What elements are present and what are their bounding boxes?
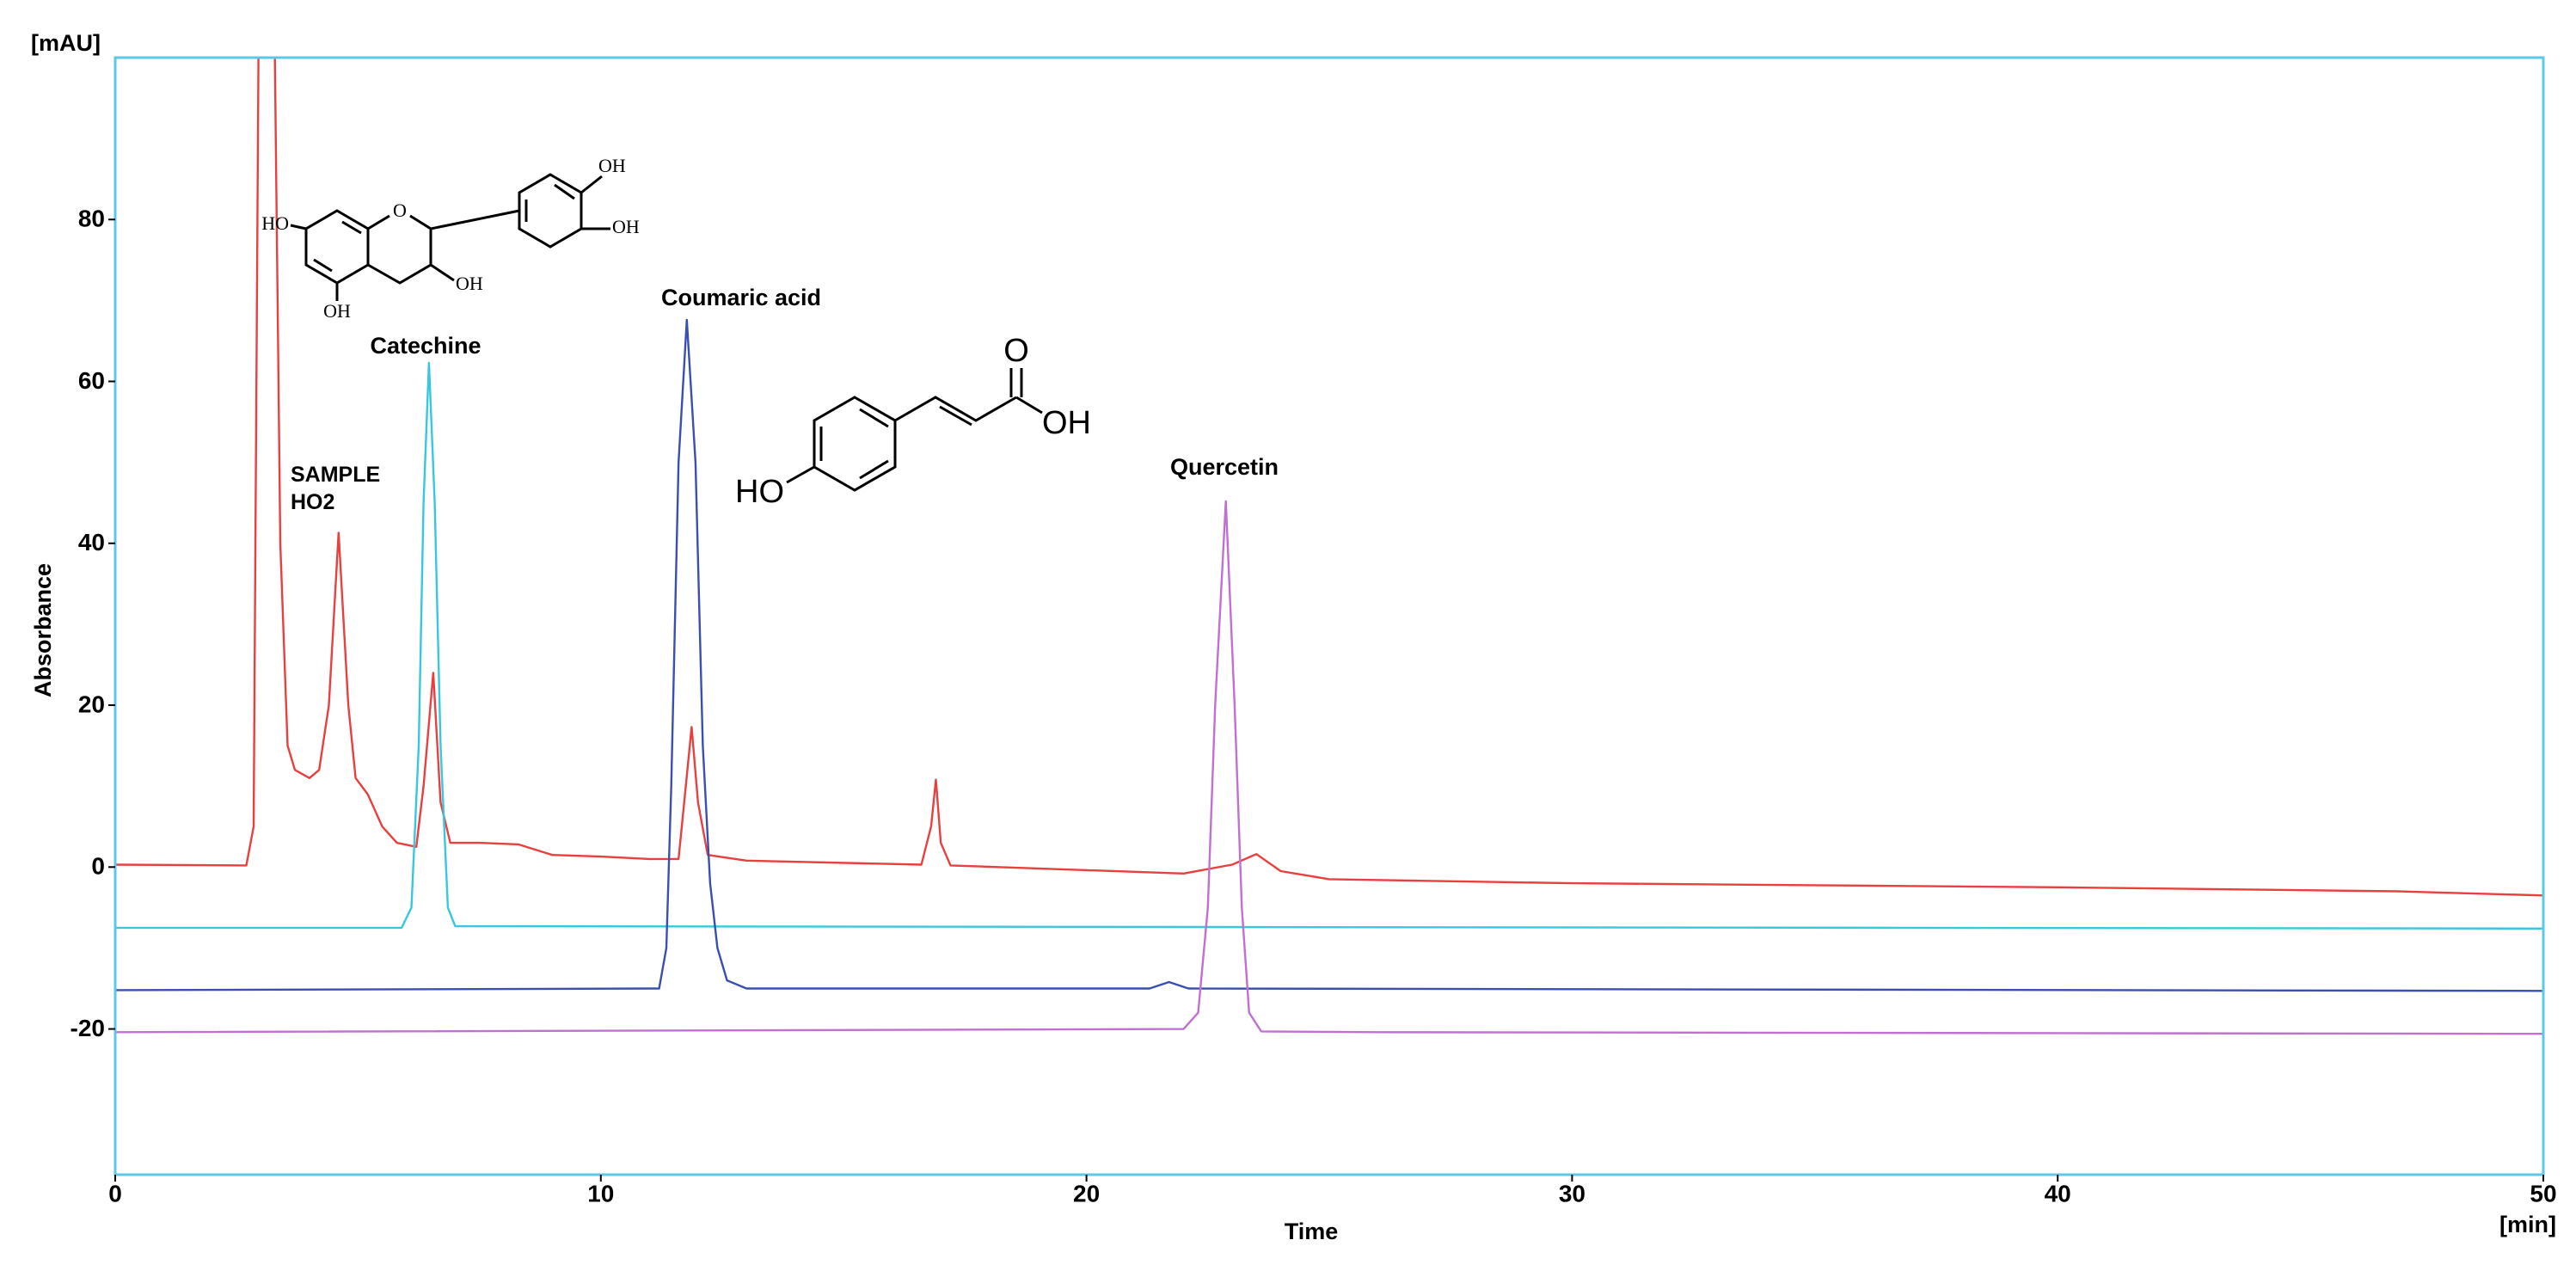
coumaric-structure: HO O OH	[735, 333, 1091, 510]
bond	[430, 209, 520, 230]
structure-text: OH	[598, 155, 626, 176]
y-tick-label: 80	[78, 206, 105, 232]
structure-text: OH	[456, 273, 483, 294]
bond	[1015, 396, 1043, 414]
ring	[518, 173, 583, 249]
structure-text: HO	[735, 474, 784, 510]
structure-text: O	[393, 200, 407, 221]
peak-label: Coumaric acid	[661, 285, 821, 310]
x-tick-label: 50	[2530, 1180, 2556, 1206]
bond	[554, 183, 575, 200]
ring	[304, 209, 370, 285]
bond	[313, 258, 333, 273]
y-tick-label: 40	[78, 529, 105, 556]
x-tick-label: 10	[587, 1180, 614, 1206]
bond	[367, 214, 390, 230]
y-tick-label: 0	[91, 853, 105, 880]
x-unit: [min]	[2499, 1212, 2556, 1237]
x-tick-label: 40	[2045, 1180, 2071, 1206]
series-line	[115, 361, 2543, 930]
plot-frame	[113, 56, 2545, 1176]
bond	[859, 408, 889, 428]
structure-text: OH	[1042, 405, 1091, 441]
ring	[813, 396, 897, 492]
structure-text: OH	[612, 216, 640, 237]
y-unit: [mAU]	[31, 30, 101, 56]
bond	[341, 220, 362, 235]
peak-label: Catechine	[370, 333, 481, 359]
y-axis-label: Absorbance	[30, 563, 56, 697]
series-line	[115, 500, 2543, 1035]
bond	[786, 465, 815, 484]
x-tick-label: 20	[1073, 1180, 1100, 1206]
structure-text: OH	[323, 300, 351, 322]
structure-text: HO	[261, 212, 289, 234]
peak-label: SAMPLE HO2	[291, 463, 381, 514]
bond	[859, 459, 889, 480]
x-axis-label: Time	[1285, 1219, 1339, 1244]
y-tick-label: -20	[71, 1015, 105, 1041]
bond	[290, 224, 307, 230]
x-tick-label: 30	[1559, 1180, 1585, 1206]
bond	[367, 214, 432, 285]
peak-label-box: SAMPLE HO2	[291, 463, 381, 514]
catechin-structure: HO O OH OH OH OH	[261, 155, 640, 322]
x-tick-label: 0	[108, 1180, 122, 1206]
series-line	[115, 318, 2543, 992]
structure-text: O	[1003, 333, 1029, 369]
bond	[580, 175, 603, 194]
y-tick-label: 60	[78, 367, 105, 394]
y-tick-label: 20	[78, 691, 105, 717]
plot-lines	[115, 58, 2543, 1035]
bond	[894, 396, 1017, 422]
peak-label: Quercetin	[1170, 454, 1279, 480]
series-line	[115, 58, 2543, 897]
bond	[939, 405, 972, 427]
bond	[430, 263, 455, 282]
